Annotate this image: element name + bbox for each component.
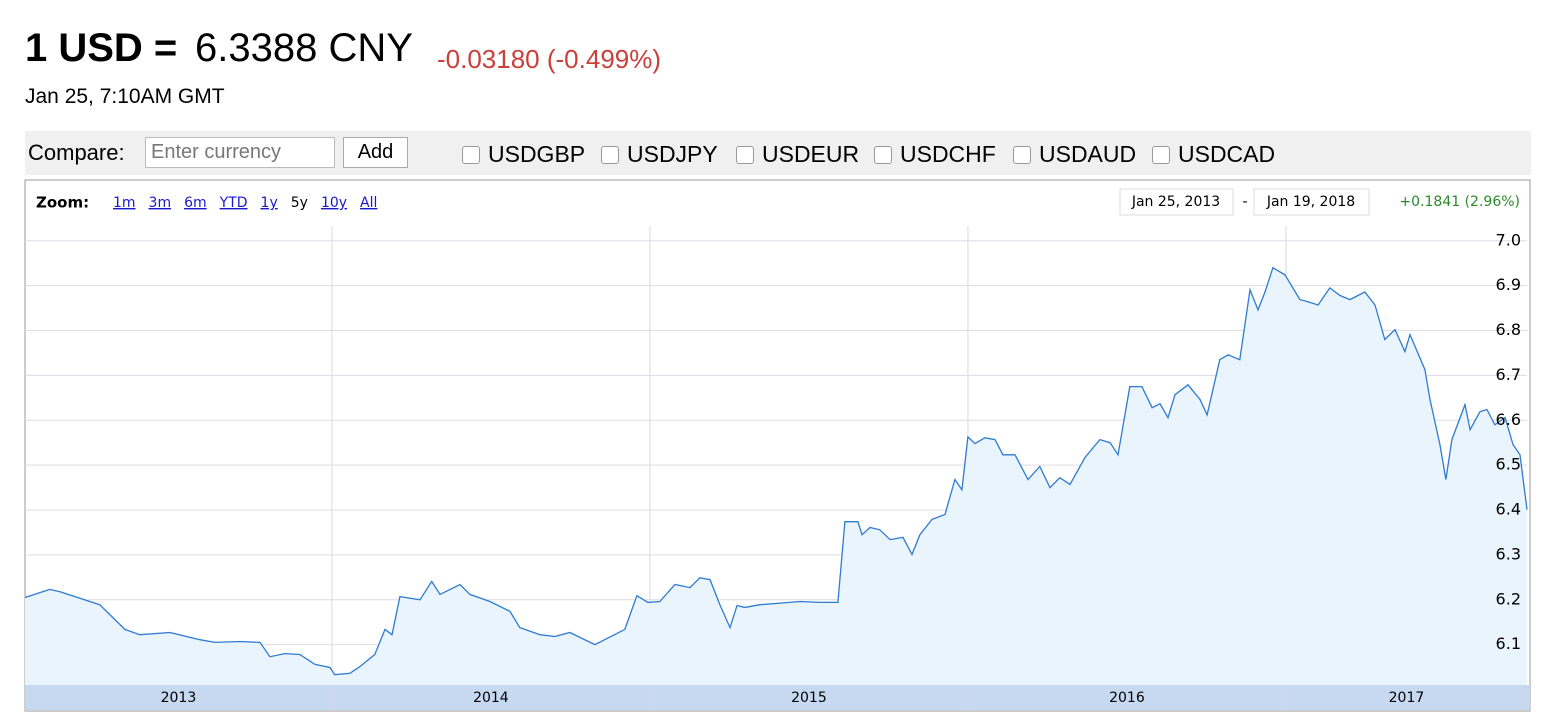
zoom-option[interactable]: 1m [113, 195, 136, 211]
x-tick-label: 2016 [1109, 690, 1145, 706]
option-label: USDAUD [1039, 141, 1137, 167]
y-tick-label: 6.7 [1496, 365, 1521, 384]
range-separator: - [1242, 194, 1247, 210]
y-tick-label: 7.0 [1496, 230, 1521, 249]
zoom-option[interactable]: 6m [184, 195, 207, 211]
date-box [1253, 188, 1370, 216]
y-tick-label: 6.3 [1496, 544, 1521, 563]
range-change: +0.1841 (2.96%) [1399, 194, 1520, 210]
zoom-option[interactable]: 1y [261, 195, 278, 211]
zoom-option[interactable]: YTD [219, 195, 248, 211]
change: -0.03180 (-0.499%) [437, 44, 662, 74]
range-end[interactable]: Jan 19, 2018 [1266, 194, 1355, 210]
y-tick-label: 6.4 [1496, 500, 1521, 519]
option-label: USDJPY [627, 141, 718, 167]
zoom-option: 5y [291, 195, 308, 211]
compare-label: Compare: [28, 140, 125, 165]
zoom-option[interactable]: All [360, 195, 377, 211]
x-tick-label: 2017 [1389, 690, 1425, 706]
y-tick-label: 6.6 [1496, 410, 1521, 429]
y-tick-label: 6.9 [1496, 275, 1521, 294]
y-tick-label: 6.1 [1496, 634, 1521, 653]
option-label: USDGBP [488, 141, 586, 167]
line [24, 266, 1528, 676]
option-label: USDCAD [1178, 141, 1276, 167]
y-tick-label: 6.5 [1496, 455, 1521, 474]
x-tick-label: 2013 [161, 690, 197, 706]
compare-option[interactable]: USDEUR [736, 141, 859, 168]
x-tick-label: 2014 [473, 690, 509, 706]
option-label: USDEUR [762, 141, 860, 167]
compare-option[interactable]: USDCHF [874, 141, 996, 168]
compare-option[interactable]: USDJPY [601, 141, 718, 168]
option-label: USDCHF [900, 141, 996, 167]
zoom-option[interactable]: 10y [321, 195, 347, 211]
add-button[interactable]: Add [343, 137, 408, 168]
timestamp: Jan 25, 7:10AM GMT [25, 85, 225, 108]
checkbox[interactable] [601, 146, 619, 164]
y-tick-label: 6.8 [1496, 320, 1521, 339]
zoom-option[interactable]: 3m [149, 195, 172, 211]
compare-option[interactable]: USDAUD [1013, 141, 1136, 168]
x-axis-band [25, 685, 1530, 710]
zoom-label: Zoom: [36, 194, 89, 212]
checkbox[interactable] [874, 146, 892, 164]
compare-option[interactable]: USDCAD [1152, 141, 1275, 168]
range-start[interactable]: Jan 25, 2013 [1131, 194, 1220, 210]
pair-label: 1 USD = [25, 26, 178, 70]
checkbox[interactable] [736, 146, 754, 164]
compare-option[interactable]: USDGBP [462, 141, 585, 168]
currency-input[interactable]: Enter currency [145, 137, 335, 168]
checkbox[interactable] [462, 146, 480, 164]
date-box [1119, 188, 1234, 216]
checkbox[interactable] [1013, 146, 1031, 164]
rate: 6.3388 CNY [195, 26, 413, 70]
x-tick-label: 2015 [791, 690, 827, 706]
y-tick-label: 6.2 [1496, 589, 1521, 608]
area [25, 267, 1527, 685]
checkbox[interactable] [1152, 146, 1170, 164]
